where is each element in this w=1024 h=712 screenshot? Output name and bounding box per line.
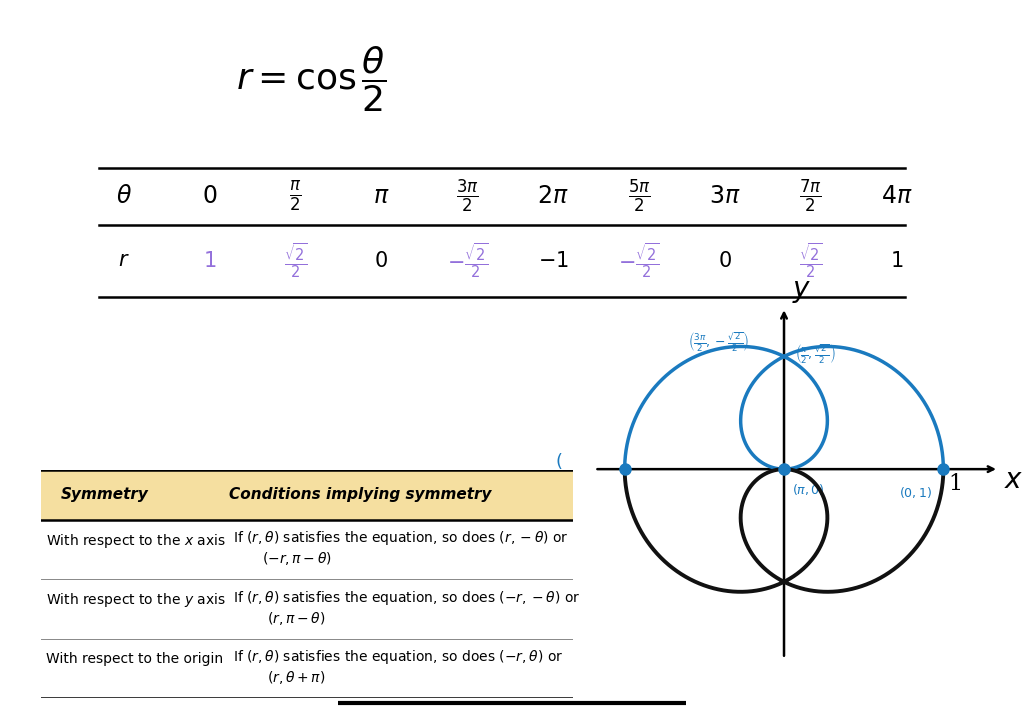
- Text: $r = \cos\dfrac{\theta}{2}$: $r = \cos\dfrac{\theta}{2}$: [236, 45, 386, 115]
- Text: $\frac{\pi}{2}$: $\frac{\pi}{2}$: [290, 179, 302, 214]
- Text: $3\pi$: $3\pi$: [709, 185, 740, 208]
- Text: $\frac{3\pi}{2}$: $\frac{3\pi}{2}$: [456, 178, 478, 215]
- Text: $\left(\frac{\pi}{2},\frac{\sqrt{2}}{2}\right)$: $\left(\frac{\pi}{2},\frac{\sqrt{2}}{2}\…: [796, 342, 836, 365]
- Text: $r$: $r$: [118, 251, 130, 271]
- Text: $($: $($: [555, 451, 562, 471]
- Text: $4\pi$: $4\pi$: [881, 185, 912, 208]
- Text: $-\frac{\sqrt{2}}{2}$: $-\frac{\sqrt{2}}{2}$: [446, 241, 487, 280]
- Text: $0$: $0$: [375, 251, 388, 271]
- Text: With respect to the origin: With respect to the origin: [46, 652, 223, 666]
- Bar: [41, 470, 573, 520]
- Text: $(0,1)$: $(0,1)$: [899, 485, 932, 500]
- Text: $(r, \pi - \theta)$: $(r, \pi - \theta)$: [267, 609, 326, 627]
- Text: $-\frac{\sqrt{2}}{2}$: $-\frac{\sqrt{2}}{2}$: [618, 241, 659, 280]
- Text: $\theta$: $\theta$: [116, 185, 132, 208]
- Text: $y$: $y$: [792, 278, 811, 305]
- Text: Symmetry: Symmetry: [60, 488, 148, 503]
- Text: $\left(\frac{3\pi}{2},-\frac{\sqrt{2}}{2}\right)$: $\left(\frac{3\pi}{2},-\frac{\sqrt{2}}{2…: [688, 331, 750, 355]
- Text: $\frac{\sqrt{2}}{2}$: $\frac{\sqrt{2}}{2}$: [284, 241, 307, 280]
- Text: $0$: $0$: [202, 185, 217, 208]
- Text: 1: 1: [948, 473, 963, 495]
- Text: $\frac{7\pi}{2}$: $\frac{7\pi}{2}$: [800, 178, 822, 215]
- Text: With respect to the $y$ axis: With respect to the $y$ axis: [46, 591, 226, 609]
- Text: $1$: $1$: [890, 251, 903, 271]
- Text: If $(r, \theta)$ satisfies the equation, so does $(-r, -\theta)$ or: If $(r, \theta)$ satisfies the equation,…: [232, 589, 580, 607]
- Text: $(r, \theta + \pi)$: $(r, \theta + \pi)$: [267, 669, 326, 686]
- Text: $x$: $x$: [1004, 467, 1023, 494]
- Text: $\frac{\sqrt{2}}{2}$: $\frac{\sqrt{2}}{2}$: [799, 241, 822, 280]
- Text: $\frac{5\pi}{2}$: $\frac{5\pi}{2}$: [628, 178, 650, 215]
- Text: $\pi$: $\pi$: [373, 185, 390, 208]
- Text: $2\pi$: $2\pi$: [538, 185, 569, 208]
- Text: $0$: $0$: [718, 251, 732, 271]
- Text: Conditions implying symmetry: Conditions implying symmetry: [229, 488, 492, 503]
- Text: $1$: $1$: [203, 251, 216, 271]
- Text: $(-r, \pi - \theta)$: $(-r, \pi - \theta)$: [261, 550, 332, 567]
- Text: With respect to the $x$ axis: With respect to the $x$ axis: [46, 532, 226, 550]
- Text: $(\pi,0)$: $(\pi,0)$: [792, 482, 824, 497]
- Text: $-1$: $-1$: [538, 251, 568, 271]
- Text: If $(r, \theta)$ satisfies the equation, so does $(r, -\theta)$ or: If $(r, \theta)$ satisfies the equation,…: [232, 529, 568, 548]
- Text: If $(r, \theta)$ satisfies the equation, so does $(-r, \theta)$ or: If $(r, \theta)$ satisfies the equation,…: [232, 648, 563, 666]
